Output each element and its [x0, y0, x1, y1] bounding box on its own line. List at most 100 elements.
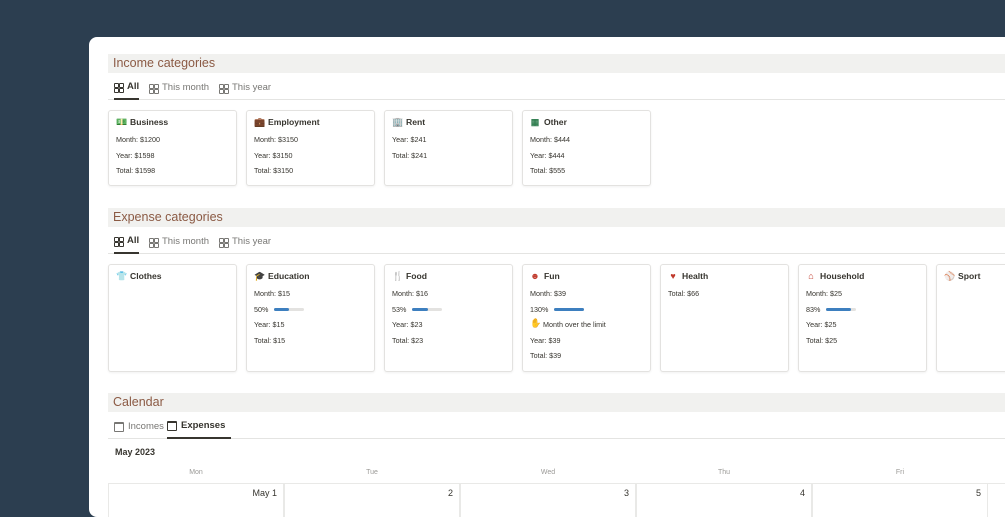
- weekday-label: Wed: [540, 469, 556, 476]
- progress-percent: 130%: [530, 304, 549, 314]
- tab-label: This year: [232, 236, 272, 247]
- card-value: Total: $1598: [116, 166, 156, 175]
- gallery-icon: [149, 83, 159, 94]
- card-title: 💵 Business: [116, 117, 229, 127]
- card-title: ♥ Health: [668, 271, 781, 281]
- expense-card-education[interactable]: 🎓 Education Month: $15 50% Year: $15 Total: $…: [246, 264, 375, 372]
- income-card-other[interactable]: ▦ Other Month: $444 Year: $444 Total: $555: [522, 110, 651, 186]
- building-icon: 🏢: [392, 116, 404, 127]
- progress-bar-fill: [554, 307, 585, 311]
- smile-icon: ☻: [530, 270, 540, 281]
- card-warning: ✋ Month over the limit: [530, 319, 643, 335]
- expense-card-fun[interactable]: ☻ Fun Month: $39 130% ✋ Month over the limit Y…: [522, 264, 651, 372]
- card-value: Total: $3150: [254, 166, 294, 175]
- income-categories-heading: Income categories: [108, 54, 1005, 73]
- progress-bar: [554, 307, 585, 311]
- card-title: ☻ Fun: [530, 271, 643, 281]
- expense-card-sport[interactable]: ⚾ Sport: [936, 264, 1005, 372]
- calendar-day-cell[interactable]: May 1: [108, 484, 284, 517]
- weekday-label: Thu: [717, 469, 731, 476]
- graduation-cap-icon: 🎓: [254, 270, 266, 281]
- weekday-label: Mon: [189, 469, 203, 476]
- card-value: Month: $444: [530, 135, 570, 144]
- card-title-text: Sport: [958, 271, 981, 281]
- grid-icon: ▦: [530, 116, 540, 127]
- expense-card-household[interactable]: ⌂ Household Month: $25 83% Year: $25 Total: $…: [798, 264, 927, 372]
- calendar-day-cell[interactable]: 5: [812, 484, 988, 517]
- card-year-value: Year: $15: [254, 320, 285, 329]
- card-value: Year: $1598: [116, 150, 155, 160]
- expense-tab-this-month[interactable]: This month: [149, 230, 209, 254]
- card-value: Month: $1200: [116, 135, 160, 144]
- card-total-value: Total: $25: [806, 335, 838, 345]
- expense-tab-all[interactable]: All: [114, 230, 140, 254]
- card-title-text: Employment: [268, 117, 320, 127]
- card-year-value: Year: $23: [392, 320, 423, 329]
- income-tab-this-month[interactable]: This month: [149, 76, 209, 100]
- card-value: Year: $444: [530, 150, 565, 160]
- card-year-value: Year: $39: [530, 335, 561, 345]
- card-value: Year: $241: [392, 135, 427, 144]
- expense-categories-heading: Expense categories: [108, 208, 1005, 227]
- expense-card-health[interactable]: ♥ Health Total: $66: [660, 264, 789, 372]
- baseball-icon: ⚾: [944, 270, 956, 281]
- income-card-business[interactable]: 💵 Business Month: $1200 Year: $1598 Total: $…: [108, 110, 237, 186]
- card-value: Total: $241: [392, 150, 428, 160]
- card-total-value: Total: $23: [392, 335, 424, 345]
- calendar-icon: [167, 421, 177, 431]
- calendar-day-cell[interactable]: 4: [636, 484, 812, 517]
- card-month-value: Month: $39: [530, 289, 566, 298]
- expense-card-clothes[interactable]: 👕 Clothes: [108, 264, 237, 372]
- progress-bar: [826, 307, 857, 311]
- expense-tabs: All This month This year: [108, 230, 1005, 254]
- progress-bar-fill: [412, 307, 429, 311]
- warning-text: Month over the limit: [543, 320, 606, 329]
- expense-tab-this-year[interactable]: This year: [219, 230, 271, 254]
- calendar-title: Calendar: [113, 395, 164, 409]
- card-month-value: Month: $16: [392, 289, 428, 298]
- calendar-tab-incomes[interactable]: Incomes: [114, 415, 164, 439]
- card-value: Year: $3150: [254, 150, 293, 160]
- tab-label: This month: [162, 236, 209, 247]
- income-tabs: All This month This year: [108, 76, 1005, 100]
- tab-label: Incomes: [128, 421, 164, 432]
- progress-bar-fill: [274, 307, 290, 311]
- card-title: ▦ Other: [530, 117, 643, 127]
- card-title-text: Education: [268, 271, 310, 281]
- progress-percent: 50%: [254, 304, 269, 314]
- income-card-rent[interactable]: 🏢 Rent Year: $241 Total: $241: [384, 110, 513, 186]
- card-title-text: Health: [682, 271, 709, 281]
- tab-label: This year: [232, 82, 272, 93]
- gallery-icon: [114, 236, 124, 247]
- calendar-tab-expenses[interactable]: Expenses: [167, 415, 232, 439]
- calendar-day-cell[interactable]: 3: [460, 484, 636, 517]
- card-title: ⌂ Household: [806, 271, 919, 281]
- shirt-icon: 👕: [116, 270, 128, 281]
- tab-label: Expenses: [181, 420, 226, 431]
- tab-label: All: [127, 81, 140, 92]
- expense-card-food[interactable]: 🍴 Food Month: $16 53% Year: $23 Total: $23: [384, 264, 513, 372]
- money-icon: 💵: [116, 116, 128, 127]
- progress-percent: 83%: [806, 304, 821, 314]
- progress-bar-fill: [826, 307, 852, 311]
- income-tab-this-year[interactable]: This year: [219, 76, 271, 100]
- progress-bar: [412, 307, 443, 311]
- income-title: Income categories: [113, 56, 216, 70]
- card-value: Total: $555: [530, 166, 566, 175]
- income-card-employment[interactable]: 💼 Employment Month: $3150 Year: $3150 Total:…: [246, 110, 375, 186]
- weekday-label: Tue: [366, 469, 378, 476]
- card-title: 🎓 Education: [254, 271, 367, 281]
- expense-title: Expense categories: [113, 210, 223, 224]
- card-title: 🏢 Rent: [392, 117, 505, 127]
- card-title-text: Business: [130, 117, 169, 127]
- card-title: 👕 Clothes: [116, 271, 229, 281]
- progress-percent: 53%: [392, 304, 407, 314]
- card-month-value: Month: $25: [806, 289, 842, 298]
- calendar-month-label: May 2023: [115, 447, 156, 457]
- card-progress: 50%: [254, 304, 367, 320]
- income-tab-all[interactable]: All: [114, 76, 140, 100]
- utensils-icon: 🍴: [392, 270, 404, 281]
- gallery-icon: [219, 83, 229, 94]
- calendar-day-cell[interactable]: 2: [284, 484, 460, 517]
